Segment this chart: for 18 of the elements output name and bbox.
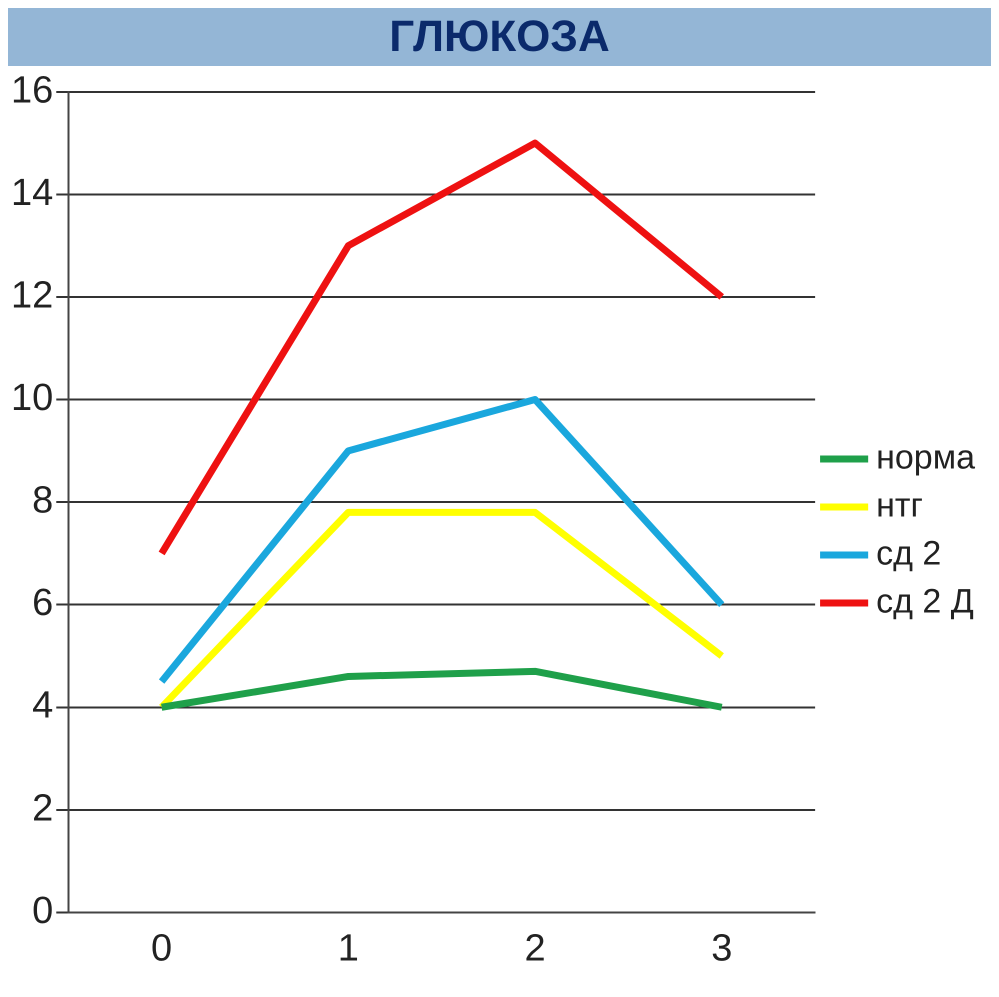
legend-label: нтг — [876, 486, 923, 524]
y-tick-label: 6 — [32, 582, 54, 624]
y-tick-label: 12 — [10, 274, 54, 316]
y-tick-label: 2 — [32, 787, 54, 830]
x-tick-label: 3 — [711, 928, 732, 970]
x-tick-label: 0 — [151, 928, 172, 970]
y-tick-label: 16 — [10, 69, 54, 112]
legend-label: сд 2 Д — [876, 582, 974, 620]
legend-label: сд 2 — [876, 534, 942, 572]
legend-label: норма — [876, 438, 976, 476]
x-tick-label: 2 — [524, 928, 546, 970]
y-tick-label: 4 — [32, 684, 54, 727]
chart-title: ГЛЮКОЗА — [8, 8, 991, 66]
y-tick-label: 0 — [32, 890, 54, 932]
y-tick-label: 10 — [10, 377, 54, 420]
y-tick-label: 8 — [32, 480, 54, 522]
y-tick-label: 14 — [10, 172, 54, 214]
x-tick-label: 1 — [338, 928, 359, 970]
